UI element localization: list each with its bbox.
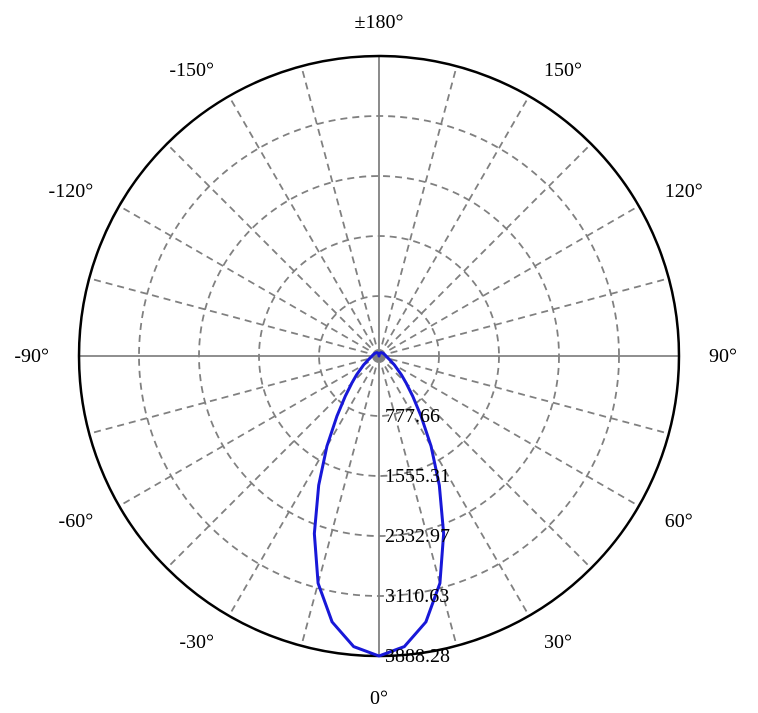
polar-chart-svg: 777.66 1555.31 2332.97 3110.63 3888.28 ±180° -… <box>0 0 758 713</box>
grid-spoke <box>119 356 379 506</box>
grid-spoke <box>89 278 379 356</box>
grid-spoke <box>379 278 669 356</box>
grid-spoke <box>379 66 457 356</box>
radial-tick-label: 3110.63 <box>385 585 449 607</box>
angle-label: 0° <box>370 687 388 709</box>
radial-tick-label: 3888.28 <box>385 645 450 667</box>
angle-label: -60° <box>59 510 94 532</box>
grid-spoke <box>379 144 591 356</box>
grid-spoke <box>229 356 379 616</box>
radial-tick-label: 2332.97 <box>385 525 450 547</box>
angle-label: -90° <box>14 345 49 367</box>
radial-tick-label: 1555.31 <box>385 465 450 487</box>
grid-spoke <box>301 356 379 646</box>
angle-label: 120° <box>665 180 703 202</box>
angle-label: -150° <box>169 59 214 81</box>
polar-chart: 777.66 1555.31 2332.97 3110.63 3888.28 ±180° -… <box>0 0 758 713</box>
grid-spoke <box>379 206 639 356</box>
radial-tick-label: 777.66 <box>385 405 440 427</box>
angle-label: 90° <box>709 345 737 367</box>
grid-spoke <box>379 96 529 356</box>
angle-label: ±180° <box>355 11 404 33</box>
grid-spoke <box>167 356 379 568</box>
angle-label: 150° <box>544 59 582 81</box>
grid-spoke <box>119 206 379 356</box>
grid-spoke <box>229 96 379 356</box>
angle-label: -120° <box>49 180 94 202</box>
angle-label: 30° <box>544 631 572 653</box>
angle-label: 60° <box>665 510 693 532</box>
grid-spoke <box>167 144 379 356</box>
angle-label: -30° <box>179 631 214 653</box>
grid-spoke <box>301 66 379 356</box>
